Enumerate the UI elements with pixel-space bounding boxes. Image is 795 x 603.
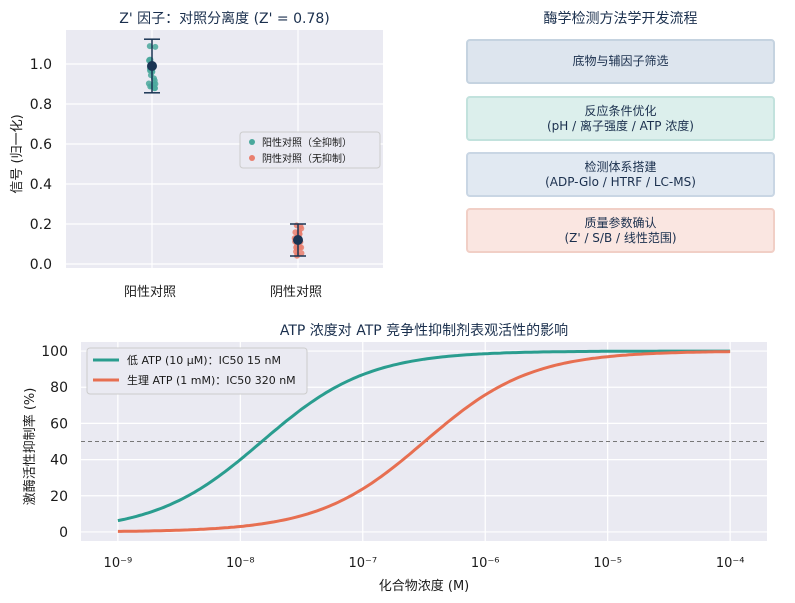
data-point <box>298 244 305 251</box>
legend-label: 阳性对照（全抑制） <box>262 136 352 149</box>
mean-marker <box>147 61 157 71</box>
y-tick-label: 0.4 <box>30 177 52 193</box>
y-axis-label: 信号 (归一化) <box>10 114 25 193</box>
y-tick-label: 1.0 <box>30 57 52 73</box>
y-tick-label: 60 <box>50 416 68 432</box>
data-point <box>147 72 154 79</box>
flowchart-title: 酶学检测方法学开发流程 <box>543 11 698 27</box>
flow-step-title: 质量参数确认 <box>584 215 657 230</box>
legend-label: 生理 ATP (1 mM)：IC50 320 nM <box>127 373 296 387</box>
chart-title: Z' 因子：对照分离度 (Z' = 0.78) <box>119 10 330 27</box>
data-point <box>151 77 158 84</box>
x-tick-label: 10⁻⁷ <box>348 556 377 571</box>
legend-marker <box>249 139 255 145</box>
legend-label: 阴性对照（无抑制） <box>262 152 352 165</box>
chart-title: ATP 浓度对 ATP 竞争性抑制剂表观活性的影响 <box>280 322 568 339</box>
y-tick-label: 100 <box>41 344 68 360</box>
x-tick-label: 10⁻⁵ <box>593 556 622 571</box>
x-axis-label: 化合物浓度 (M) <box>379 578 470 594</box>
dose-response-chart: 0 20 40 60 80 100 10⁻⁹ 10⁻⁸ 10⁻⁷ 10⁻⁶ 10⁻⁵ 10⁻⁴ ATP … <box>22 322 767 594</box>
x-tick-label: 10⁻⁹ <box>104 556 133 571</box>
x-tick-label: 10⁻⁴ <box>716 556 745 571</box>
y-tick-label: 0.0 <box>30 257 52 273</box>
y-axis-label: 激酶活性抑制率 (%) <box>22 388 38 506</box>
dose-response-curve <box>117 349 731 523</box>
flow-step-title: 底物与辅因子筛选 <box>572 54 669 68</box>
y-tick-label: 0 <box>59 525 68 541</box>
dose-response-curve <box>117 350 731 533</box>
legend-label: 低 ATP (10 μM)：IC50 15 nM <box>127 354 281 367</box>
y-tick-label: 40 <box>50 453 68 469</box>
y-tick-label: 0.6 <box>30 137 52 153</box>
data-point <box>297 223 304 230</box>
flow-step-detail: (pH / 离子强度 / ATP 浓度) <box>546 118 694 133</box>
legend <box>239 131 381 169</box>
y-tick-label: 80 <box>50 380 68 396</box>
flow-step-title: 检测体系搭建 <box>584 159 657 174</box>
flow-step-title: 反应条件优化 <box>584 103 657 118</box>
z-factor-chart: 0.0 0.2 0.4 0.6 0.8 1.0 阳性对照 阴性对照 Z' 因子：对照分离度 (Z… <box>10 10 383 300</box>
legend-marker <box>249 155 255 161</box>
flow-step-2: 反应条件优化 (pH / 离子强度 / ATP 浓度) <box>466 96 775 141</box>
y-tick-label: 20 <box>50 489 68 505</box>
flow-step-3: 检测体系搭建 (ADP-Glo / HTRF / LC-MS) <box>466 152 775 197</box>
x-tick-label: 10⁻⁶ <box>471 556 500 571</box>
flow-step-4: 质量参数确认 (Z' / S/B / 线性范围) <box>466 208 775 253</box>
legend <box>86 347 308 395</box>
data-point <box>151 85 158 92</box>
mean-marker <box>293 235 303 245</box>
flow-step-detail: (ADP-Glo / HTRF / LC-MS) <box>545 174 696 189</box>
data-point <box>298 250 305 257</box>
x-tick-label: 10⁻⁸ <box>226 556 255 571</box>
data-point <box>152 43 159 50</box>
x-tick-label: 阳性对照 <box>124 285 176 300</box>
flow-step-detail: (Z' / S/B / 线性范围) <box>564 230 677 245</box>
y-tick-label: 0.8 <box>30 97 52 113</box>
x-tick-label: 阴性对照 <box>270 285 322 300</box>
y-tick-label: 0.2 <box>30 217 52 233</box>
flow-step-1: 底物与辅因子筛选 <box>466 39 775 84</box>
